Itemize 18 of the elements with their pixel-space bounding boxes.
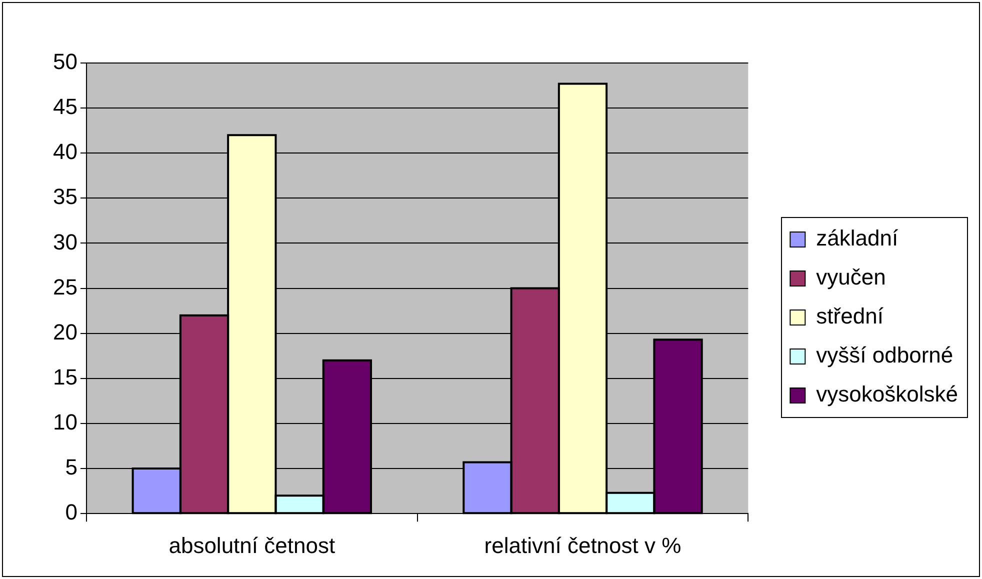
y-tick-label: 30 <box>52 229 78 254</box>
legend-label: vysokoškolské <box>816 382 958 407</box>
legend-label: základní <box>816 226 898 251</box>
y-tick-label: 0 <box>65 500 78 525</box>
y-tick-label: 5 <box>65 454 78 480</box>
legend-label: vyučen <box>816 264 886 290</box>
y-tick-label: 50 <box>52 49 78 74</box>
legend-label: střední <box>816 304 884 329</box>
legend-label: vyšší odborné <box>816 342 954 368</box>
y-tick-label: 20 <box>52 319 78 344</box>
x-tick-label: absolutní četnost <box>168 532 336 558</box>
y-tick-label: 35 <box>52 184 78 210</box>
y-tick-label: 40 <box>52 139 78 164</box>
y-tick-label: 45 <box>52 94 78 120</box>
y-tick-label: 25 <box>52 274 78 300</box>
y-tick-label: 15 <box>52 364 78 390</box>
y-tick-label: 10 <box>52 410 78 435</box>
x-tick-label: relativní četnost v % <box>484 532 682 558</box>
